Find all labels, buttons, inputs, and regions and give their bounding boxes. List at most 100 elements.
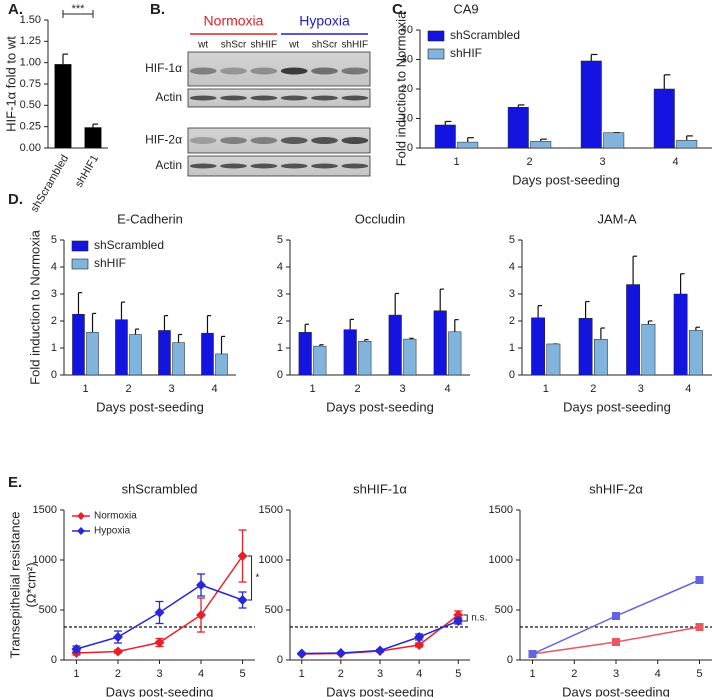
blot-band xyxy=(189,67,217,75)
y-tick-label: 0 xyxy=(507,654,513,666)
y-tick-label: 1 xyxy=(509,342,515,354)
blot-band xyxy=(220,137,247,144)
bar xyxy=(215,353,228,376)
x-tick-label: 2 xyxy=(590,383,596,395)
y-tick-label: 500 xyxy=(265,604,283,616)
x-tick-label: 1 xyxy=(82,383,88,395)
significance-bracket xyxy=(62,10,94,18)
panel-label: C. xyxy=(392,1,407,18)
bar xyxy=(298,332,312,376)
y-tick-label: 30 xyxy=(401,53,413,65)
blot-band xyxy=(311,95,338,101)
condition-label: Normoxia xyxy=(204,13,264,29)
bar xyxy=(84,127,102,149)
y-tick-label: 5 xyxy=(509,234,515,246)
bar xyxy=(673,293,688,376)
bar xyxy=(689,330,703,376)
y-tick-label: 5 xyxy=(51,234,57,246)
blot-band xyxy=(311,163,338,169)
bar xyxy=(603,132,625,149)
y-axis-label: Transepithelial resistance xyxy=(7,512,22,659)
y-axis-label: Fold induction to Normoxia xyxy=(27,229,42,384)
bar xyxy=(86,332,99,376)
legend-label: Normoxia xyxy=(94,511,137,522)
x-axis-label: Days post-seeding xyxy=(106,684,214,697)
y-tick-label: 1 xyxy=(51,342,57,354)
y-tick-label: 4 xyxy=(509,261,515,273)
bar xyxy=(313,345,327,376)
blot-box xyxy=(187,88,371,108)
x-axis-label: Days post-seeding xyxy=(562,684,670,697)
bar xyxy=(578,318,593,376)
y-tick-label: 1000 xyxy=(489,554,513,566)
x-tick-label: 4 xyxy=(672,156,678,168)
bar xyxy=(358,341,372,376)
row-label: HIF-1α xyxy=(145,61,182,75)
y-tick-label: 4 xyxy=(277,261,283,273)
blot-box xyxy=(187,51,371,87)
y-tick-label: 0 xyxy=(407,142,413,154)
x-tick-label: 4 xyxy=(211,383,217,395)
marker xyxy=(237,551,248,561)
x-axis-label: Days post-seeding xyxy=(512,172,620,187)
y-tick-label: 4 xyxy=(51,261,57,273)
chart-title: shHIF-2α xyxy=(589,481,643,496)
y-tick-label: 1000 xyxy=(259,554,283,566)
x-tick-label: 5 xyxy=(696,668,702,680)
x-tick-label: 2 xyxy=(526,156,532,168)
x-tick-label: 1 xyxy=(309,383,315,395)
bar xyxy=(388,314,402,376)
legend-label: shScrambled xyxy=(94,238,164,252)
x-tick-label: 4 xyxy=(655,668,661,680)
x-tick-label: 1 xyxy=(299,668,305,680)
condition-label: Hypoxia xyxy=(299,13,350,29)
y-tick-label: 1500 xyxy=(259,504,283,516)
x-tick-label: shScrambled xyxy=(29,153,71,215)
x-tick-label: 1 xyxy=(529,668,535,680)
blot-box xyxy=(187,127,371,154)
y-tick-label: 1.25 xyxy=(20,35,41,47)
lane-label: wt xyxy=(197,40,208,51)
bar xyxy=(546,343,561,376)
x-tick-label: 1 xyxy=(73,668,79,680)
row-label: HIF-2α xyxy=(145,133,182,147)
chart-title: shHIF-1α xyxy=(353,481,407,496)
x-tick-label: 2 xyxy=(354,383,360,395)
x-axis-label: Days post-seeding xyxy=(326,399,434,414)
blot-band xyxy=(250,163,278,169)
marker xyxy=(154,607,165,618)
legend-label: shHIF xyxy=(94,256,126,270)
marker xyxy=(414,640,425,650)
marker xyxy=(237,595,248,605)
chart-title: E-Cadherin xyxy=(117,211,183,226)
blot-band xyxy=(311,67,338,75)
bar xyxy=(448,331,462,376)
x-tick-label: 3 xyxy=(613,668,619,680)
legend-label: shHIF xyxy=(450,46,482,60)
x-tick-label: 2 xyxy=(338,668,344,680)
blot-band xyxy=(220,95,247,101)
marker xyxy=(112,632,123,642)
x-tick-label: 5 xyxy=(455,668,461,680)
bar xyxy=(129,334,142,376)
significance: n.s. xyxy=(471,613,487,624)
bar xyxy=(172,342,185,376)
y-tick-label: 0.00 xyxy=(20,142,41,154)
y-axis-label: HIF-1α fold to wt xyxy=(3,36,18,132)
lane-label: shHIF xyxy=(250,40,277,51)
significance-bracket xyxy=(247,555,253,601)
bar xyxy=(507,107,529,149)
chart-title: Occludin xyxy=(355,211,406,226)
x-tick-label: 4 xyxy=(685,383,691,395)
bar xyxy=(115,319,128,376)
blot-band xyxy=(341,67,369,75)
blot-band xyxy=(280,67,308,75)
y-tick-label: 0.25 xyxy=(20,121,41,133)
lane-label: wt xyxy=(288,40,299,51)
marker xyxy=(414,632,425,642)
y-tick-label: 1500 xyxy=(489,504,513,516)
y-tick-label: 3 xyxy=(509,288,515,300)
marker xyxy=(695,623,704,631)
blot-band xyxy=(250,95,278,101)
blot-band xyxy=(280,137,308,144)
